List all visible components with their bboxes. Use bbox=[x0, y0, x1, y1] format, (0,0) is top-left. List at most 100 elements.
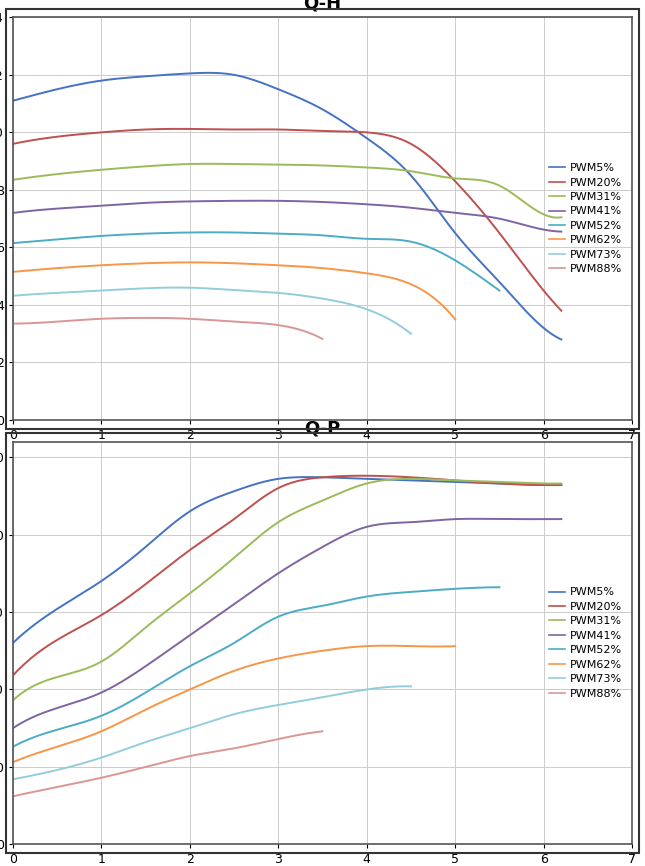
Line: PWM41%: PWM41% bbox=[13, 201, 561, 231]
Legend: PWM5%, PWM20%, PWM31%, PWM41%, PWM52%, PWM62%, PWM73%, PWM88%: PWM5%, PWM20%, PWM31%, PWM41%, PWM52%, P… bbox=[544, 158, 626, 279]
PWM41% bbox=[9, 208, 17, 218]
PWM20% bbox=[188, 544, 195, 554]
PWM31% bbox=[405, 474, 413, 484]
Line: PWM20%: PWM20% bbox=[13, 475, 561, 675]
PWM20% bbox=[409, 472, 417, 482]
PWM20% bbox=[406, 139, 414, 149]
PWM41% bbox=[253, 196, 261, 206]
Line: PWM88%: PWM88% bbox=[13, 318, 322, 339]
PWM88% bbox=[143, 313, 151, 323]
PWM5% bbox=[228, 69, 235, 80]
PWM31% bbox=[9, 695, 17, 706]
PWM5% bbox=[409, 475, 417, 486]
PWM88% bbox=[46, 317, 54, 327]
PWM41% bbox=[226, 196, 234, 206]
PWM5% bbox=[9, 637, 17, 648]
PWM41% bbox=[406, 203, 414, 213]
PWM73% bbox=[166, 282, 174, 293]
PWM52% bbox=[68, 721, 75, 731]
Line: PWM52%: PWM52% bbox=[13, 232, 499, 291]
PWM73% bbox=[261, 287, 268, 297]
PWM31% bbox=[557, 212, 565, 223]
PWM20% bbox=[175, 124, 183, 134]
PWM62% bbox=[451, 641, 459, 651]
PWM73% bbox=[299, 290, 307, 301]
PWM73% bbox=[57, 288, 64, 298]
PWM88% bbox=[319, 333, 326, 344]
PWM41% bbox=[557, 226, 565, 236]
PWM41% bbox=[354, 525, 362, 535]
PWM62% bbox=[184, 685, 192, 695]
PWM52% bbox=[315, 601, 323, 611]
PWM31% bbox=[406, 166, 414, 177]
PWM5% bbox=[75, 591, 83, 601]
PWM20% bbox=[557, 306, 565, 316]
PWM88% bbox=[204, 747, 212, 758]
PWM52% bbox=[209, 227, 217, 237]
PWM41% bbox=[188, 629, 195, 639]
PWM73% bbox=[296, 696, 304, 707]
PWM31% bbox=[557, 478, 565, 488]
Title: Q-P: Q-P bbox=[304, 419, 341, 437]
PWM88% bbox=[232, 743, 240, 753]
PWM52% bbox=[9, 741, 17, 752]
PWM52% bbox=[361, 234, 369, 244]
PWM52% bbox=[362, 591, 370, 602]
PWM62% bbox=[288, 261, 296, 271]
PWM88% bbox=[132, 313, 139, 323]
PWM73% bbox=[259, 702, 267, 713]
PWM20% bbox=[75, 129, 83, 139]
PWM41% bbox=[468, 514, 476, 524]
PWM5% bbox=[188, 68, 195, 79]
PWM88% bbox=[110, 770, 117, 780]
PWM73% bbox=[174, 282, 181, 293]
PWM20% bbox=[9, 670, 17, 681]
Line: PWM62%: PWM62% bbox=[13, 262, 455, 320]
PWM52% bbox=[202, 227, 210, 237]
PWM20% bbox=[409, 139, 417, 150]
PWM88% bbox=[9, 319, 17, 329]
PWM73% bbox=[407, 682, 415, 692]
PWM31% bbox=[228, 158, 235, 169]
PWM62% bbox=[62, 739, 70, 749]
PWM41% bbox=[557, 514, 565, 524]
PWM31% bbox=[226, 556, 234, 566]
PWM52% bbox=[168, 228, 175, 238]
PWM52% bbox=[360, 591, 368, 602]
PWM73% bbox=[299, 695, 306, 706]
PWM5% bbox=[557, 480, 565, 490]
PWM62% bbox=[184, 257, 192, 268]
Line: PWM52%: PWM52% bbox=[13, 587, 499, 746]
PWM73% bbox=[9, 774, 17, 785]
PWM41% bbox=[75, 202, 83, 212]
PWM41% bbox=[355, 198, 363, 209]
PWM5% bbox=[406, 475, 414, 486]
PWM41% bbox=[9, 723, 17, 734]
Line: PWM31%: PWM31% bbox=[13, 479, 561, 701]
PWM62% bbox=[330, 644, 338, 655]
PWM31% bbox=[75, 666, 83, 676]
Line: PWM5%: PWM5% bbox=[13, 73, 561, 339]
PWM73% bbox=[402, 681, 410, 691]
Line: PWM20%: PWM20% bbox=[13, 129, 561, 311]
PWM73% bbox=[57, 764, 64, 774]
PWM5% bbox=[188, 505, 195, 515]
PWM31% bbox=[354, 481, 362, 491]
PWM88% bbox=[235, 317, 243, 327]
PWM5% bbox=[355, 474, 363, 484]
Line: PWM31%: PWM31% bbox=[13, 164, 561, 217]
Title: Q-H: Q-H bbox=[303, 0, 342, 13]
PWM20% bbox=[557, 480, 565, 490]
PWM31% bbox=[409, 474, 417, 484]
PWM20% bbox=[355, 126, 363, 137]
PWM20% bbox=[189, 124, 197, 134]
PWM41% bbox=[75, 696, 83, 707]
PWM52% bbox=[168, 672, 175, 682]
PWM31% bbox=[409, 166, 417, 177]
PWM52% bbox=[364, 234, 372, 244]
PWM41% bbox=[409, 203, 417, 213]
PWM5% bbox=[406, 170, 414, 180]
PWM5% bbox=[355, 127, 363, 138]
PWM5% bbox=[409, 172, 417, 183]
PWM52% bbox=[316, 230, 324, 241]
